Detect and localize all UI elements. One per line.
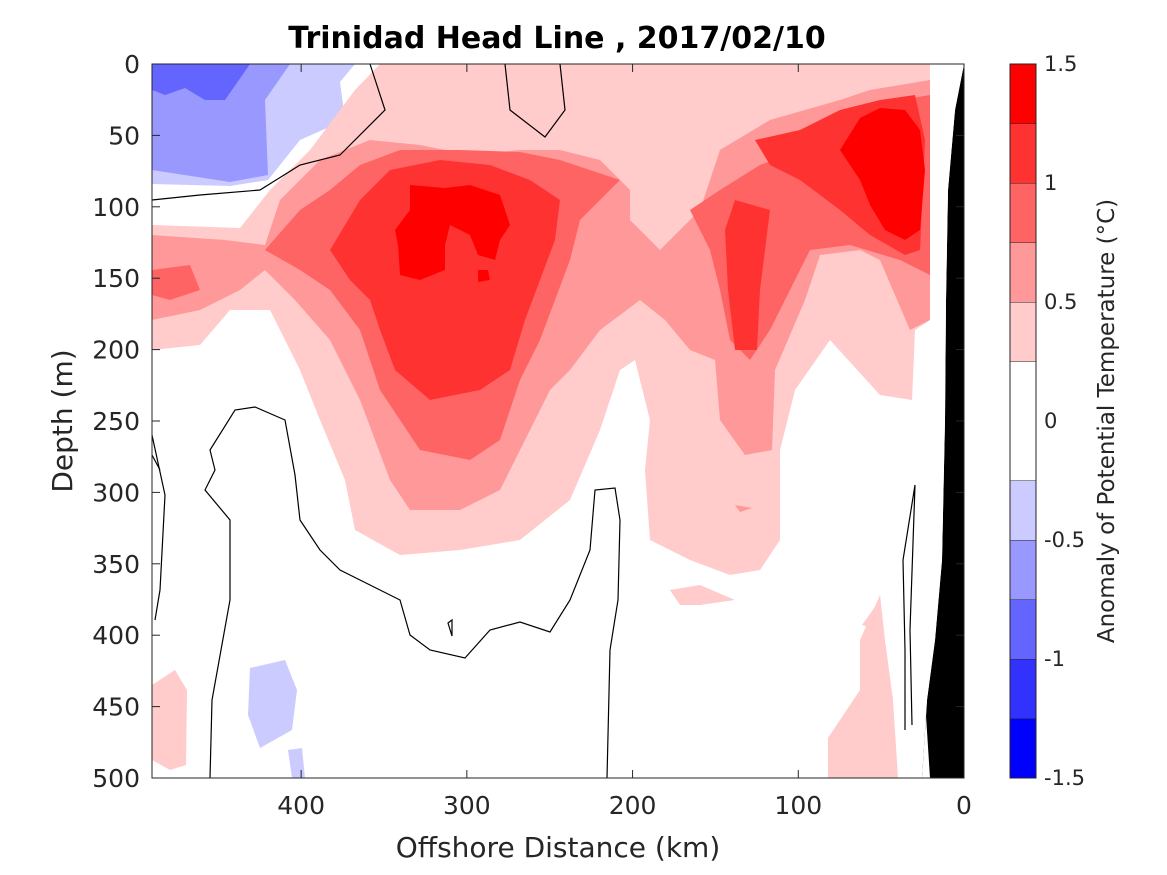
colorbar-segment [1010, 540, 1036, 600]
contour-band-minus-0p5 [152, 64, 290, 182]
x-axis-label: Offshore Distance (km) [396, 831, 721, 864]
colorbar-segment [1010, 480, 1036, 540]
colorbar-frame [1009, 63, 1037, 779]
colorbar-tick-label: 0 [1044, 409, 1057, 433]
no-data-region [915, 64, 964, 778]
contour-band-1p0 [330, 95, 925, 400]
colorbar-segment [1010, 659, 1036, 719]
colorbar-segment [1010, 599, 1036, 659]
plot-area [151, 63, 965, 779]
y-tick-label: 450 [92, 693, 140, 722]
y-axis-label: Depth (m) [46, 349, 79, 492]
contour-band-minus-0p75 [152, 64, 250, 100]
y-axis: 0 50 100 150 200 250 300 350 400 450 500 [92, 50, 964, 793]
x-tick-label: 0 [956, 791, 972, 820]
colorbar-label: Anomaly of Potential Temperature (°C) [1094, 199, 1120, 643]
y-tick-label: 400 [92, 621, 140, 650]
chart-title: Trinidad Head Line , 2017/02/10 [288, 21, 825, 56]
y-tick-label: 150 [92, 264, 140, 293]
colorbar-segment [1010, 361, 1036, 481]
y-tick-label: 500 [92, 764, 140, 793]
x-tick-label: 300 [443, 791, 491, 820]
zero-contour-lines [151, 63, 916, 779]
colorbar-segment [1010, 242, 1036, 302]
colorbar-segment [1010, 183, 1036, 243]
contour-band-0p75 [152, 95, 930, 460]
y-tick-label: 0 [124, 50, 140, 79]
y-tick-label: 250 [92, 407, 140, 436]
y-tick-label: 100 [92, 193, 140, 222]
y-tick-label: 200 [92, 336, 140, 365]
colorbar-tick-label: 1.5 [1044, 52, 1077, 76]
contour-band-0p25-pos-slit [670, 585, 735, 605]
colorbar-tick-label: -1.5 [1044, 766, 1085, 790]
colorbar-tick-label: -0.5 [1044, 528, 1085, 552]
y-tick-label: 50 [108, 121, 140, 150]
colorbar-segment [1010, 718, 1036, 778]
y-tick-label: 350 [92, 550, 140, 579]
contour-band-1p25 [395, 108, 925, 282]
colorbar-tick-label: 0.5 [1044, 290, 1077, 314]
colorbar-tick-label: -1 [1044, 647, 1065, 671]
contour-band-minus-0p25-deep [248, 660, 297, 748]
colorbar-segment [1010, 302, 1036, 362]
contour-band-0p5-speck [735, 505, 752, 512]
x-axis: 400 300 200 100 0 [277, 64, 972, 820]
contour-band-0p25-pos-deep-left [152, 670, 187, 770]
contour-band-0p25-pos-deep-right [828, 595, 898, 778]
colorbar-segment [1010, 123, 1036, 183]
x-tick-label: 200 [609, 791, 657, 820]
x-tick-label: 400 [277, 791, 325, 820]
colorbar-segment [1010, 64, 1036, 124]
colorbar: 1.5 1 0.5 0 -0.5 -1 -1.5 [1009, 52, 1085, 790]
colorbar-tick-label: 1 [1044, 171, 1057, 195]
x-tick-label: 100 [774, 791, 822, 820]
bathymetry [922, 64, 964, 778]
y-tick-label: 300 [92, 478, 140, 507]
